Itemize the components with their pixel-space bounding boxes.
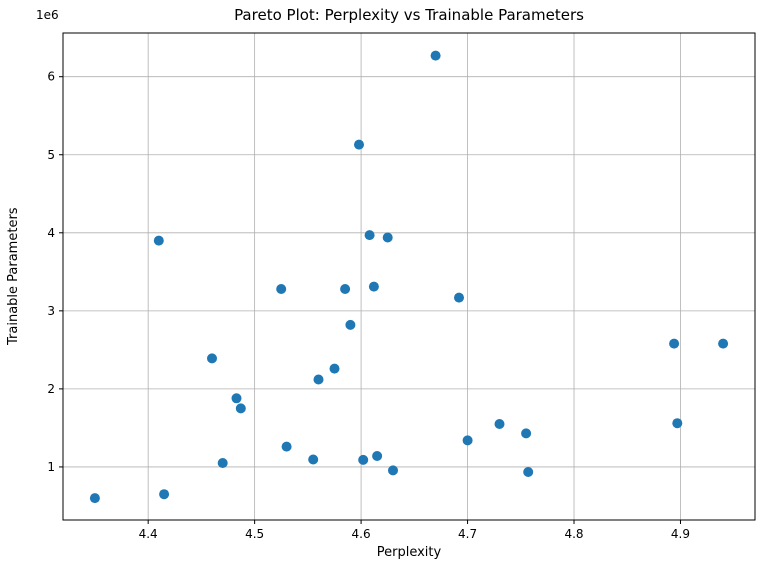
data-point [358,454,369,465]
data-point [372,451,383,461]
x-axis-label: Perplexity [376,545,442,560]
y-tick-label: 1 [47,460,55,474]
data-point [308,454,319,465]
data-point [345,319,356,330]
data-point [388,465,398,476]
data-point [235,403,246,414]
x-tick-label: 4.7 [458,527,477,541]
data-point [368,281,379,292]
data-point [521,428,532,439]
data-point [382,232,393,243]
y-axis-offset-label: 1e6 [36,8,59,22]
data-point [329,363,340,374]
data-point [276,284,287,294]
x-tick-label: 4.4 [139,527,158,541]
data-point [159,489,170,500]
data-point [523,467,534,477]
x-tick-label: 4.9 [671,527,690,541]
data-point [217,458,228,468]
data-point [354,139,364,150]
chart-title: Pareto Plot: Perplexity vs Trainable Par… [234,6,584,24]
data-point [340,284,351,294]
data-point [207,353,217,364]
data-point [313,374,324,385]
data-point [672,418,683,429]
y-tick-label: 3 [47,304,55,318]
x-tick-label: 4.5 [245,527,264,541]
data-point [231,393,242,404]
y-tick-label: 6 [47,70,55,84]
x-tick-label: 4.8 [564,527,583,541]
data-point [430,50,441,61]
data-point [281,441,292,452]
y-tick-label: 2 [47,382,55,396]
data-point [153,235,164,246]
data-point [454,292,464,303]
data-point [89,493,100,504]
data-point [494,419,505,429]
data-point [364,230,375,241]
x-tick-label: 4.6 [352,527,371,541]
axes-spines [62,32,756,521]
plot-area [63,33,755,520]
y-tick-label: 5 [47,148,55,162]
data-point [462,435,473,446]
data-point [718,338,729,349]
data-point [669,338,680,349]
y-tick-label: 4 [47,226,55,240]
